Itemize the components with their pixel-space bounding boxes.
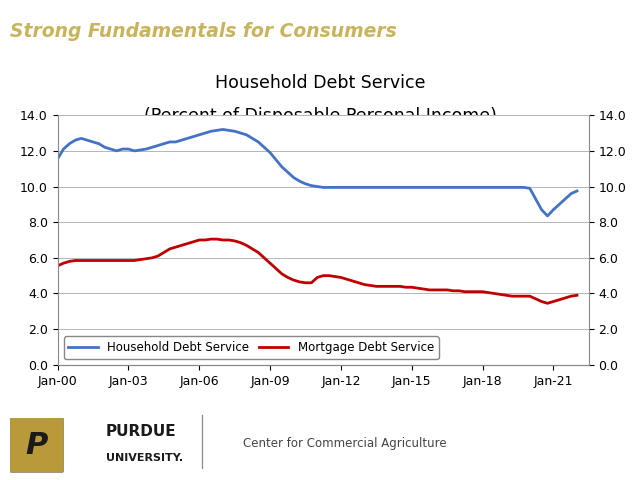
FancyBboxPatch shape [10, 418, 64, 473]
Text: Household Debt Service: Household Debt Service [215, 74, 425, 92]
Text: P: P [26, 431, 48, 460]
Text: (Percent of Disposable Personal Income): (Percent of Disposable Personal Income) [143, 107, 497, 125]
Text: Center for Commercial Agriculture: Center for Commercial Agriculture [243, 437, 447, 450]
Text: Strong Fundamentals for Consumers: Strong Fundamentals for Consumers [10, 22, 396, 41]
Text: PURDUE: PURDUE [106, 424, 176, 439]
Legend: Household Debt Service, Mortgage Debt Service: Household Debt Service, Mortgage Debt Se… [63, 336, 438, 359]
Text: UNIVERSITY.: UNIVERSITY. [106, 454, 183, 464]
